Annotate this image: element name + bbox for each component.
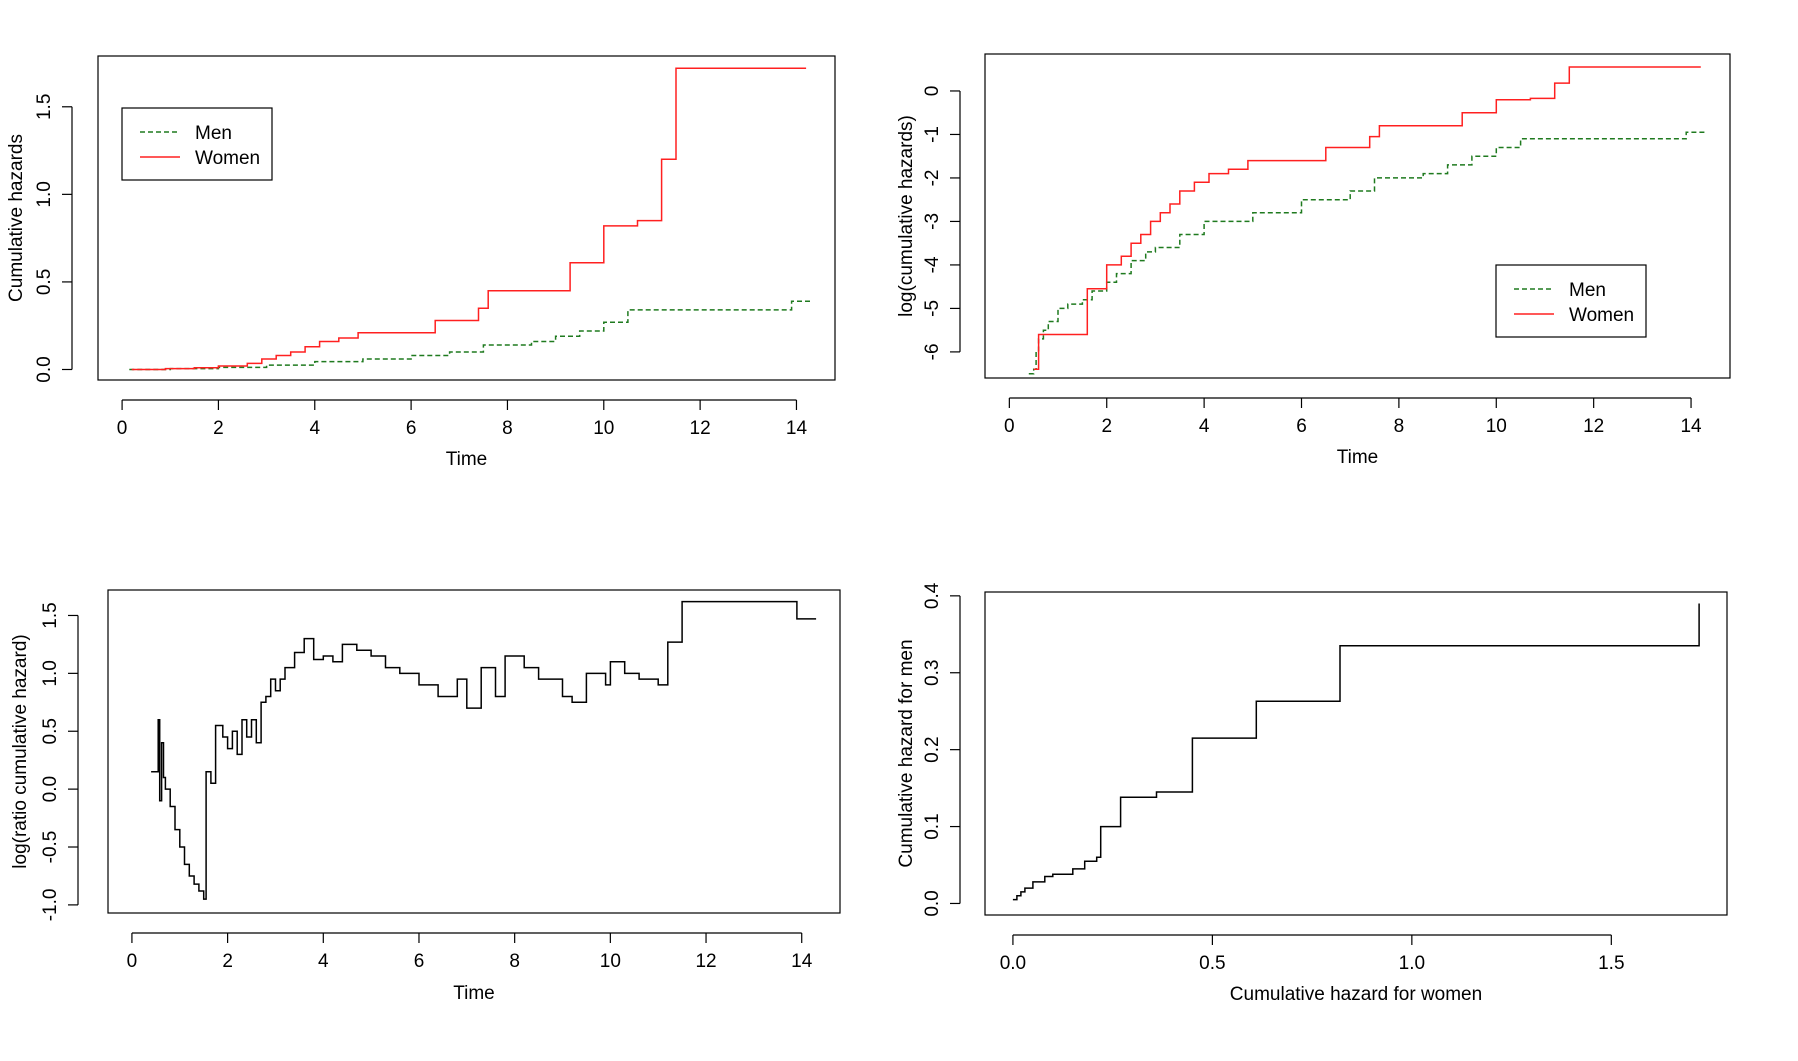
x-tick-label: 1.5 — [1598, 953, 1624, 974]
y-tick-label: -1.0 — [40, 889, 61, 922]
x-tick-label: 1.0 — [1399, 953, 1425, 974]
y-tick-label: 0.0 — [34, 356, 55, 382]
y-axis-label: Cumulative hazard for men — [896, 639, 917, 867]
y-axis-label: Cumulative hazards — [6, 134, 27, 302]
x-tick-label: 12 — [690, 418, 711, 439]
x-tick-label: 8 — [1394, 416, 1405, 437]
y-tick-label: -1 — [922, 126, 943, 143]
x-tick-label: 8 — [509, 951, 520, 972]
y-tick-label: 1.0 — [34, 181, 55, 207]
x-tick-label: 0.5 — [1199, 953, 1225, 974]
legend-label: Women — [1569, 305, 1634, 326]
legend-label: Men — [195, 123, 232, 144]
x-tick-label: 12 — [1583, 416, 1604, 437]
y-tick-label: -0.5 — [40, 831, 61, 864]
x-tick-label: 0.0 — [1000, 953, 1026, 974]
y-tick-label: 0.0 — [922, 890, 943, 916]
y-tick-label: 0.2 — [922, 736, 943, 762]
x-axis-label: Time — [446, 449, 488, 470]
x-tick-label: 6 — [1296, 416, 1307, 437]
x-tick-label: 10 — [593, 418, 614, 439]
x-tick-label: 4 — [309, 418, 320, 439]
panel-bottom-left: 0 2 4 6 8 10 12 14 Time -1.0 -0.5 0.0 0.5 1.0 1.5 log(r… — [10, 589, 841, 1004]
plot-frame — [984, 53, 1731, 379]
y-tick-label: 0.1 — [922, 813, 943, 839]
y-tick-label: 0 — [922, 86, 943, 97]
legend-label: Women — [195, 148, 260, 169]
plot-frame — [984, 591, 1728, 916]
series-line-main — [151, 600, 817, 900]
x-tick-label: 6 — [406, 418, 417, 439]
x-tick-label: 4 — [1199, 416, 1210, 437]
y-tick-label: 1.5 — [34, 94, 55, 120]
y-tick-label: 1.5 — [40, 602, 61, 628]
panel-bottom-right: 0.0 0.5 1.0 1.5 Cumulative hazard for women 0… — [896, 582, 1728, 1005]
y-tick-label: 0.4 — [922, 582, 943, 609]
panel-top-right: 0 2 4 6 8 10 12 14 Time 0 -1 -2 -3 -4 -5 -6 log(cumulati… — [896, 53, 1731, 468]
x-tick-label: 10 — [600, 951, 621, 972]
x-tick-label: 0 — [1004, 416, 1015, 437]
legend: Men Women — [1495, 264, 1647, 338]
y-tick-label: 1.0 — [40, 660, 61, 686]
x-tick-label: 14 — [1680, 416, 1702, 437]
series-line-men — [129, 300, 811, 371]
legend-box — [121, 107, 273, 181]
y-tick-label: 0.5 — [40, 718, 61, 744]
x-tick-label: 6 — [414, 951, 425, 972]
x-tick-label: 2 — [213, 418, 224, 439]
y-axis-label: log(ratio cumulative hazard) — [10, 634, 31, 868]
plot-frame — [107, 589, 841, 914]
x-tick-label: 2 — [1101, 416, 1112, 437]
x-tick-label: 2 — [222, 951, 233, 972]
legend-box — [1495, 264, 1647, 338]
legend: Men Women — [121, 107, 273, 181]
series-line-women — [1033, 66, 1701, 371]
x-tick-label: 14 — [791, 951, 813, 972]
panel-top-left: 0 2 4 6 8 10 12 14 Time 0.0 0.5 1.0 1.5 Cumulative ha… — [6, 55, 836, 470]
x-tick-label: 10 — [1486, 416, 1507, 437]
series-line-men — [1028, 131, 1706, 375]
x-axis-label: Time — [1337, 447, 1379, 468]
series-line-main — [1012, 603, 1700, 901]
series-line-women — [131, 67, 807, 371]
y-tick-label: 0.3 — [922, 660, 943, 686]
plot-frame — [97, 55, 836, 381]
x-tick-label: 0 — [117, 418, 128, 439]
y-tick-label: -2 — [922, 169, 943, 186]
y-tick-label: -5 — [922, 300, 943, 317]
y-tick-label: 0.5 — [34, 269, 55, 295]
x-axis-label: Cumulative hazard for women — [1230, 984, 1482, 1005]
x-axis-label: Time — [453, 983, 495, 1004]
y-axis-label: log(cumulative hazards) — [896, 115, 917, 317]
y-tick-label: -6 — [922, 343, 943, 360]
x-tick-label: 4 — [318, 951, 329, 972]
x-tick-label: 0 — [127, 951, 138, 972]
x-tick-label: 12 — [695, 951, 716, 972]
x-tick-label: 8 — [502, 418, 513, 439]
legend-label: Men — [1569, 280, 1606, 301]
y-tick-label: 0.0 — [40, 776, 61, 802]
y-tick-label: -4 — [922, 256, 943, 273]
y-tick-label: -3 — [922, 213, 943, 230]
x-tick-label: 14 — [786, 418, 808, 439]
